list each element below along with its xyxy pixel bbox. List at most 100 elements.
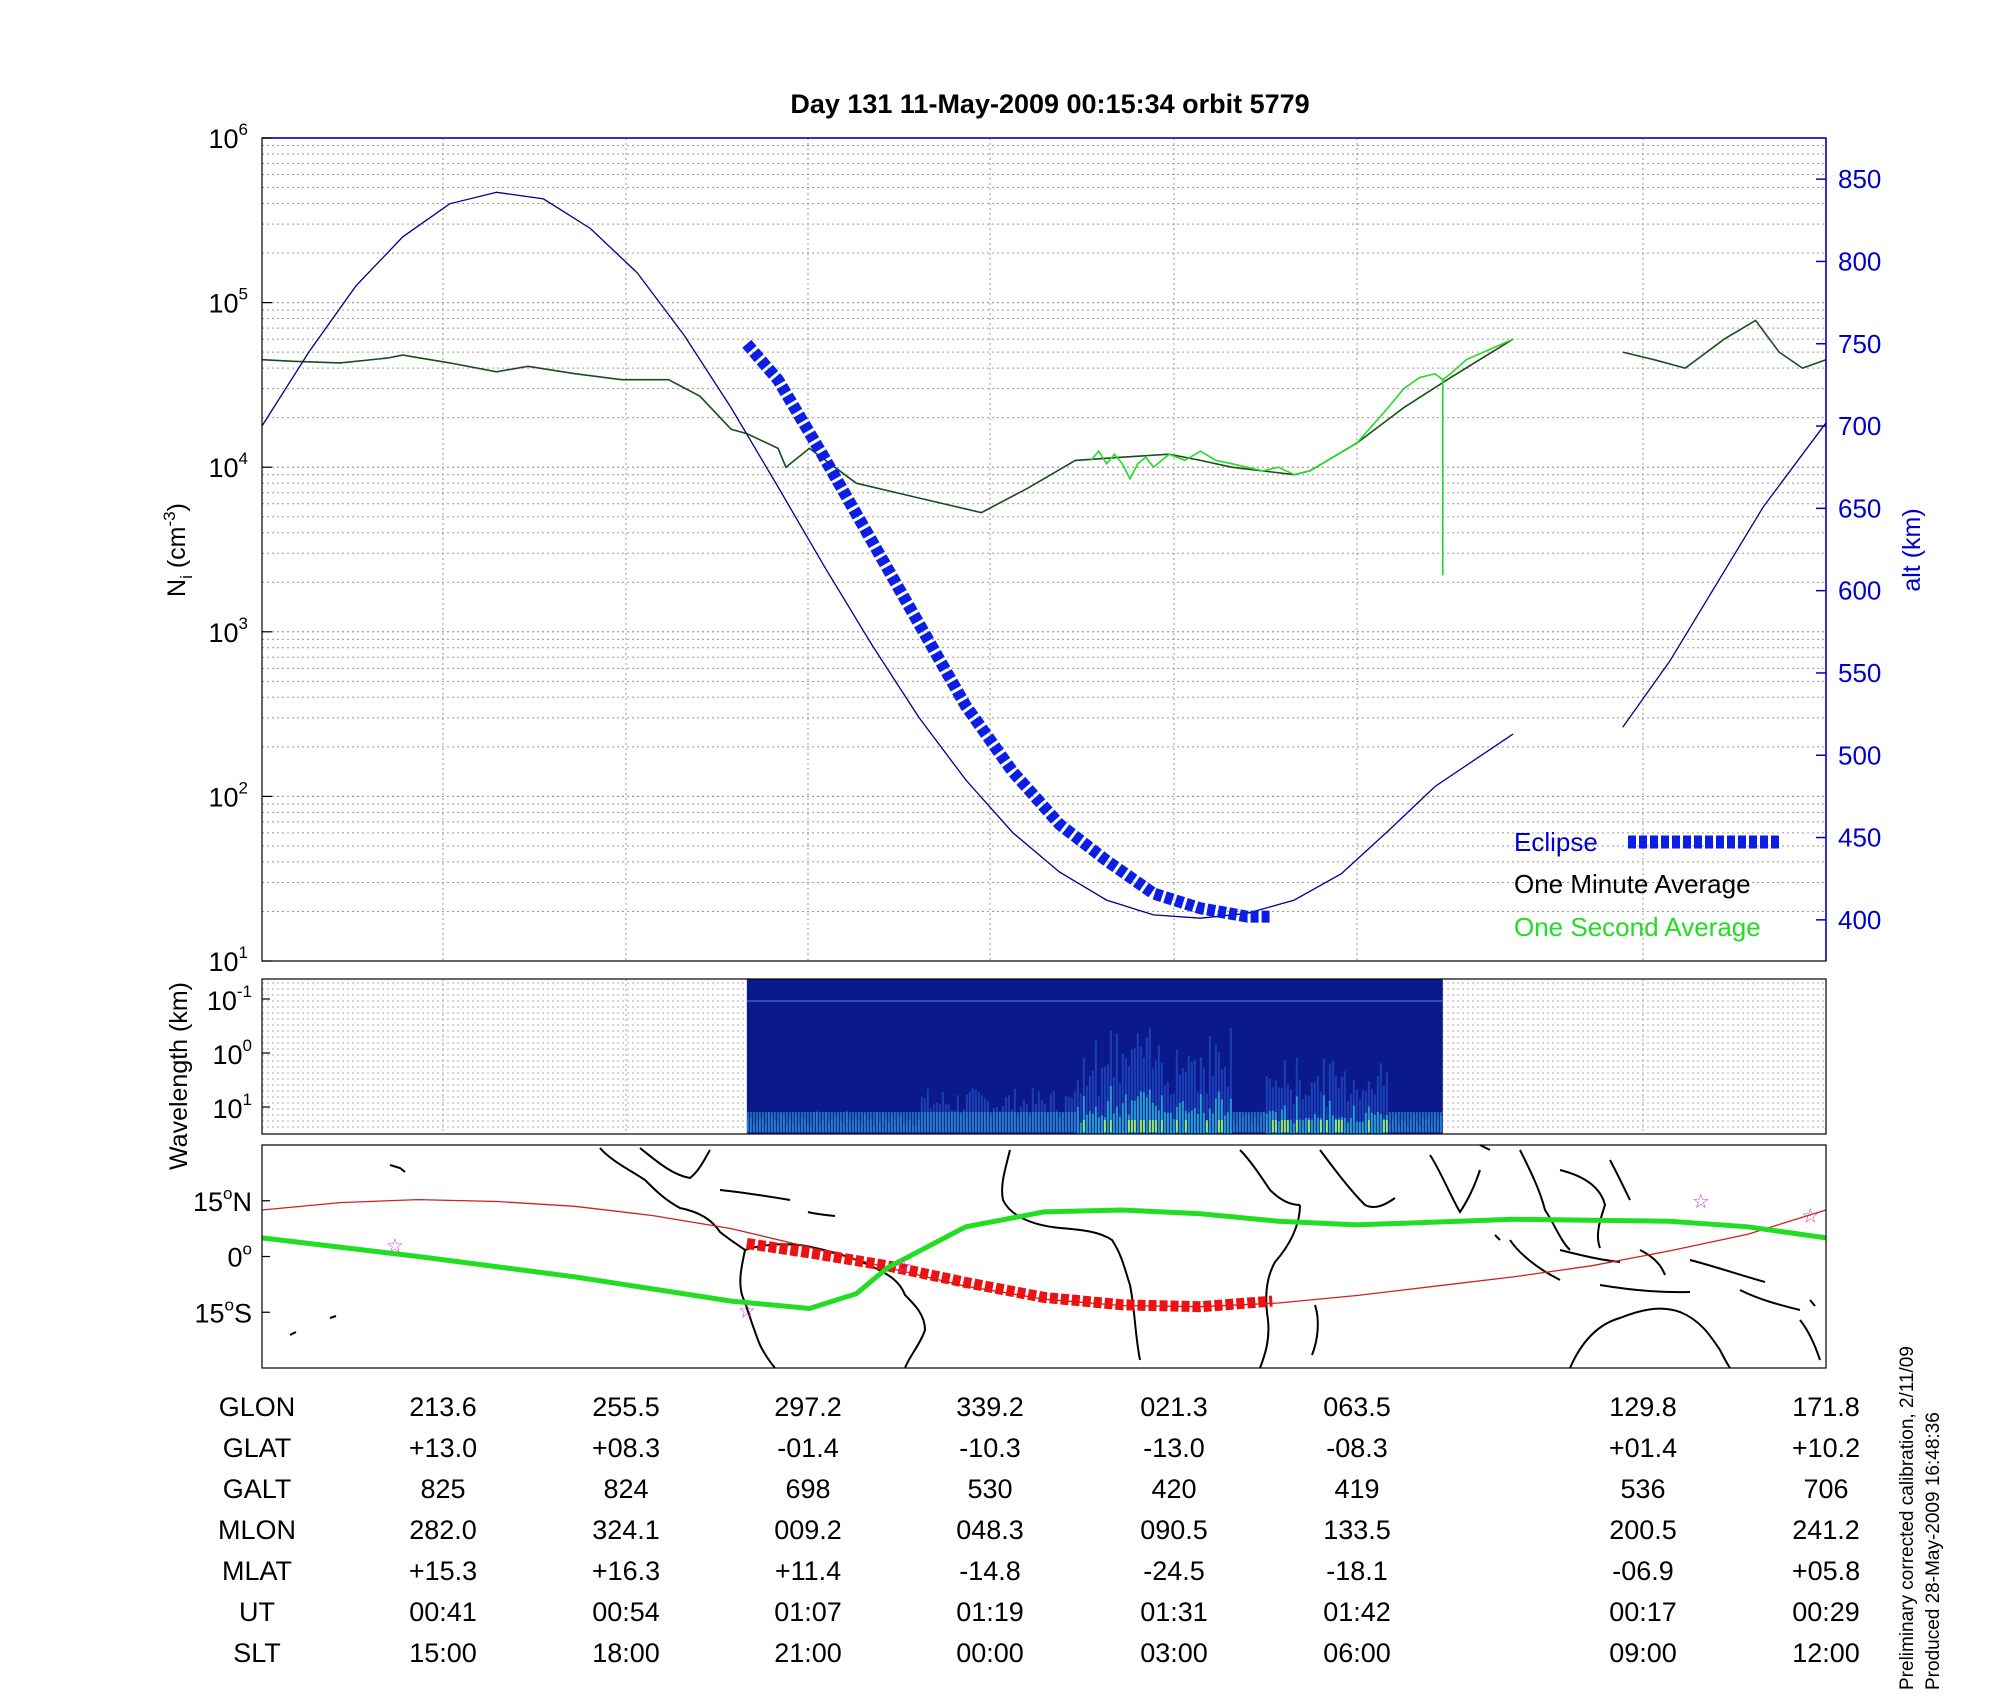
spectrogram-column-bright [1076,1106,1079,1134]
spectrogram-column [1292,1104,1295,1134]
spectrogram-column-peak [1307,1120,1310,1132]
spectrogram-column-base [884,1112,887,1132]
spectrogram-tick-exponent: 1 [243,1090,252,1109]
spectrogram-column-base [950,1112,953,1132]
spectrogram-column-base [1253,1112,1256,1132]
spectrogram-column-base [803,1112,806,1132]
spectrogram-column [1307,1096,1310,1134]
spectrogram-column [1079,1093,1082,1134]
spectrogram-column-base [1436,1112,1439,1132]
spectrogram-column-bright [1085,1114,1088,1134]
spectrogram-column-base [1004,1112,1007,1132]
spectrogram-column-bright [1097,1117,1100,1134]
spectrogram-column-bright [1190,1110,1193,1134]
spectrogram-column-base [938,1112,941,1132]
right-tick-label: 600 [1838,576,1881,606]
spectrogram-column [1205,1093,1208,1134]
left-tick-base: 10 [208,947,238,977]
spectrogram-column-base [1007,1112,1010,1132]
spectrogram-column-bright [1370,1112,1373,1134]
spectrogram-column [1157,1045,1160,1134]
coastline-small-islands [289,1144,1816,1336]
spectrogram-column-base [1406,1112,1409,1132]
spectrogram-column-base [962,1112,965,1132]
coastline-arabia [1319,1149,1481,1214]
spectrogram-column-base [1013,1112,1016,1132]
spectrogram-column-bright [1316,1117,1319,1134]
star-marker: ☆ [1801,1206,1819,1228]
spectrogram-column [1175,1049,1178,1134]
calibration-note-line-1: Preliminary corrected calibration, 2/11/… [1897,1346,1918,1690]
spectrogram-column [1109,1030,1112,1134]
spectrogram-column-bright [1379,1114,1382,1134]
calibration-note: Preliminary corrected calibration, 2/11/… [1895,1346,1947,1690]
spectrogram-column-base [941,1112,944,1132]
spectrogram-column-base [995,1112,998,1132]
spectrogram-column-base [1259,1112,1262,1132]
spectrogram-column [1334,1075,1337,1134]
spectrogram-column [1226,1086,1229,1134]
dip-equator-line [261,1207,1827,1312]
spectrogram-column-base [1070,1112,1073,1132]
spectrogram-column [1337,1088,1340,1134]
spectrogram-column-bright [1292,1123,1295,1134]
spectrogram-column-base [1427,1112,1430,1132]
spectrogram-column-base [893,1112,896,1132]
spectrogram-column-base [758,1112,761,1132]
spectrogram-column-base [788,1112,791,1132]
spectrogram-column-base [749,1112,752,1132]
map-tick-direction: S [234,1298,252,1328]
spectrogram-column-base [1238,1112,1241,1132]
spectrogram-column [1187,1055,1190,1134]
spectrogram-column-base [956,1112,959,1132]
spectrogram-column-peak [1127,1120,1130,1132]
spectrogram-column-bright [1133,1100,1136,1134]
spectrogram-column [1382,1085,1385,1134]
spectrogram-column-bright [1199,1093,1202,1134]
spectrogram-column-peak [1139,1120,1142,1132]
left-tick-label: 104 [208,449,248,483]
spectrogram-column-bright [1355,1121,1358,1134]
right-tick-label: 450 [1838,823,1881,853]
spectrogram-tick-exponent: 0 [243,1036,252,1055]
spectrogram-column-bright [1148,1089,1151,1134]
spectrogram-column-base [965,1112,968,1132]
spectrogram-column-bright [1100,1115,1103,1134]
spectrogram-column [1085,1085,1088,1134]
spectrogram-column-peak [1325,1120,1328,1132]
spectrogram-column [1274,1080,1277,1134]
left-tick-exponent: 6 [239,120,248,139]
altitude-line [261,191,1514,919]
spectrogram-column-base [1388,1112,1391,1132]
coastline-central-america [599,1147,746,1251]
spectrogram-column [1112,1077,1115,1134]
spectrogram-column-base [1019,1112,1022,1132]
spectrogram-column-base [926,1112,929,1132]
coastline-australia [1569,1307,1731,1369]
spectrogram-column-base [782,1112,785,1132]
spectrogram-column-base [854,1112,857,1132]
spectrogram-column-base [794,1112,797,1132]
spectrogram-column-base [1397,1112,1400,1132]
spectrogram-column-base [1055,1112,1058,1132]
spectrogram-column-base [983,1112,986,1132]
calibration-note-line-2: Produced 28-May-2009 16:48:36 [1923,1412,1944,1690]
spectrogram-column-base [986,1112,989,1132]
spectrogram-column-bright [1157,1110,1160,1134]
spectrogram-column-base [1034,1112,1037,1132]
spectrogram-column-base [824,1112,827,1132]
spectrogram-column-peak [1385,1120,1388,1132]
spectrogram-column-peak [1283,1120,1286,1132]
spectrogram-column-base [806,1112,809,1132]
spectrogram-column-bright [1136,1096,1139,1134]
spectrogram-column-peak [1340,1120,1343,1132]
spectrogram-column [1286,1084,1289,1134]
spectrogram-tick-label: 10-1 [207,982,252,1016]
spectrogram-column-bright [1172,1119,1175,1134]
spectrogram-column [1127,1066,1130,1134]
coastline-africa [1001,1149,1301,1369]
spectrogram-column [1349,1093,1352,1134]
spectrogram-column-bright [1160,1095,1163,1134]
